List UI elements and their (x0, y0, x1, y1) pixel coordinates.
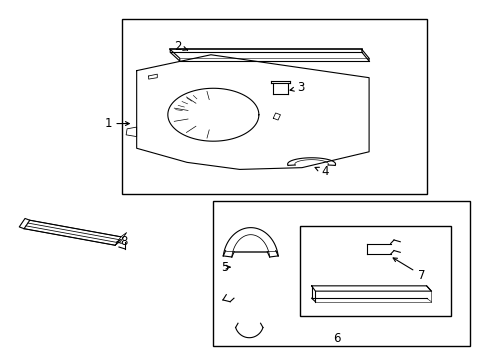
Text: 5: 5 (220, 261, 227, 274)
Bar (213, 201, 469, 346)
Text: 8: 8 (117, 234, 127, 248)
Bar (122, 19, 426, 194)
Text: 3: 3 (289, 81, 304, 94)
Text: 6: 6 (332, 332, 340, 345)
Text: 4: 4 (314, 165, 328, 179)
Text: 7: 7 (392, 258, 425, 282)
Bar (299, 226, 449, 316)
Text: 2: 2 (174, 40, 187, 53)
Text: 1: 1 (104, 117, 111, 130)
